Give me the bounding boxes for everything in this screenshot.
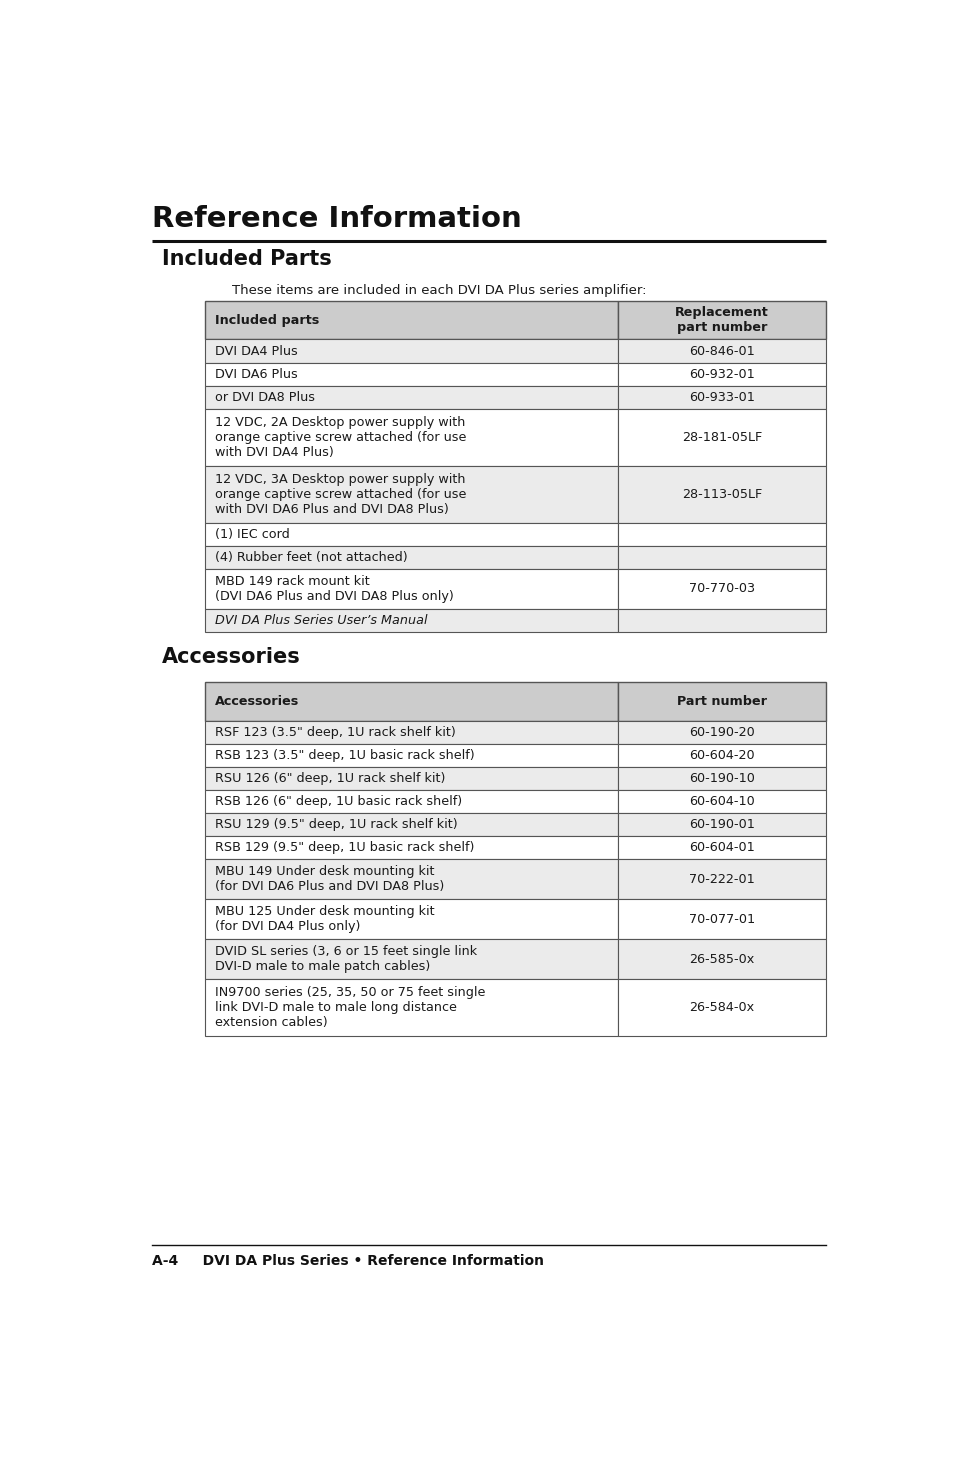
Bar bbox=[618, 301, 825, 339]
Text: 70-077-01: 70-077-01 bbox=[688, 913, 754, 926]
Bar bbox=[618, 466, 825, 522]
Bar bbox=[618, 339, 825, 363]
Text: 60-846-01: 60-846-01 bbox=[688, 345, 754, 357]
Text: 60-933-01: 60-933-01 bbox=[688, 391, 754, 404]
Text: These items are included in each DVI DA Plus series amplifier:: These items are included in each DVI DA … bbox=[232, 285, 645, 296]
Text: or DVI DA8 Plus: or DVI DA8 Plus bbox=[214, 391, 314, 404]
Text: MBU 125 Under desk mounting kit
(for DVI DA4 Plus only): MBU 125 Under desk mounting kit (for DVI… bbox=[214, 906, 434, 934]
Text: Accessories: Accessories bbox=[162, 648, 300, 668]
Bar bbox=[204, 339, 618, 363]
Text: Accessories: Accessories bbox=[214, 695, 298, 708]
Text: Included Parts: Included Parts bbox=[162, 249, 332, 268]
Bar bbox=[204, 609, 618, 633]
Text: Reference Information: Reference Information bbox=[152, 205, 521, 233]
Bar bbox=[618, 363, 825, 385]
Text: 60-604-20: 60-604-20 bbox=[688, 749, 754, 761]
Bar bbox=[618, 979, 825, 1037]
Bar bbox=[618, 409, 825, 466]
Bar bbox=[204, 466, 618, 522]
Bar bbox=[204, 385, 618, 409]
Bar bbox=[204, 743, 618, 767]
Text: 26-585-0x: 26-585-0x bbox=[689, 953, 754, 966]
Bar bbox=[204, 767, 618, 791]
Text: DVI DA4 Plus: DVI DA4 Plus bbox=[214, 345, 297, 357]
Text: 60-190-01: 60-190-01 bbox=[688, 819, 754, 830]
Bar bbox=[204, 940, 618, 979]
Bar bbox=[204, 836, 618, 860]
Bar bbox=[204, 721, 618, 743]
Bar bbox=[204, 301, 618, 339]
Text: 60-190-20: 60-190-20 bbox=[688, 726, 754, 739]
Bar bbox=[204, 546, 618, 569]
Bar bbox=[204, 522, 618, 546]
Text: (1) IEC cord: (1) IEC cord bbox=[214, 528, 289, 541]
Bar bbox=[618, 860, 825, 900]
Text: 28-113-05LF: 28-113-05LF bbox=[681, 488, 761, 500]
Text: 28-181-05LF: 28-181-05LF bbox=[681, 431, 761, 444]
Bar bbox=[204, 900, 618, 940]
Text: A-4     DVI DA Plus Series • Reference Information: A-4 DVI DA Plus Series • Reference Infor… bbox=[152, 1254, 543, 1268]
Text: (4) Rubber feet (not attached): (4) Rubber feet (not attached) bbox=[214, 550, 407, 563]
Text: Replacement
part number: Replacement part number bbox=[675, 307, 768, 335]
Bar bbox=[204, 409, 618, 466]
Bar bbox=[618, 609, 825, 633]
Bar bbox=[618, 385, 825, 409]
Text: IN9700 series (25, 35, 50 or 75 feet single
link DVI-D male to male long distanc: IN9700 series (25, 35, 50 or 75 feet sin… bbox=[214, 987, 484, 1030]
Text: RSB 129 (9.5" deep, 1U basic rack shelf): RSB 129 (9.5" deep, 1U basic rack shelf) bbox=[214, 841, 474, 854]
Bar bbox=[618, 721, 825, 743]
Text: DVI DA6 Plus: DVI DA6 Plus bbox=[214, 367, 297, 381]
Text: 70-222-01: 70-222-01 bbox=[688, 873, 754, 886]
Bar bbox=[618, 836, 825, 860]
Bar bbox=[204, 860, 618, 900]
Bar bbox=[204, 681, 618, 721]
Bar bbox=[618, 791, 825, 813]
Text: MBU 149 Under desk mounting kit
(for DVI DA6 Plus and DVI DA8 Plus): MBU 149 Under desk mounting kit (for DVI… bbox=[214, 866, 443, 894]
Bar bbox=[204, 569, 618, 609]
Text: 60-604-10: 60-604-10 bbox=[688, 795, 754, 808]
Text: Part number: Part number bbox=[677, 695, 766, 708]
Text: MBD 149 rack mount kit
(DVI DA6 Plus and DVI DA8 Plus only): MBD 149 rack mount kit (DVI DA6 Plus and… bbox=[214, 575, 453, 603]
Bar bbox=[204, 813, 618, 836]
Bar bbox=[618, 522, 825, 546]
Bar bbox=[618, 900, 825, 940]
Text: 60-932-01: 60-932-01 bbox=[688, 367, 754, 381]
Text: RSB 123 (3.5" deep, 1U basic rack shelf): RSB 123 (3.5" deep, 1U basic rack shelf) bbox=[214, 749, 474, 761]
Text: 12 VDC, 3A Desktop power supply with
orange captive screw attached (for use
with: 12 VDC, 3A Desktop power supply with ora… bbox=[214, 473, 465, 516]
Bar bbox=[204, 979, 618, 1037]
Bar bbox=[618, 767, 825, 791]
Text: RSU 129 (9.5" deep, 1U rack shelf kit): RSU 129 (9.5" deep, 1U rack shelf kit) bbox=[214, 819, 456, 830]
Text: RSB 126 (6" deep, 1U basic rack shelf): RSB 126 (6" deep, 1U basic rack shelf) bbox=[214, 795, 461, 808]
Bar bbox=[618, 569, 825, 609]
Text: 12 VDC, 2A Desktop power supply with
orange captive screw attached (for use
with: 12 VDC, 2A Desktop power supply with ora… bbox=[214, 416, 465, 459]
Bar bbox=[618, 681, 825, 721]
Bar bbox=[204, 791, 618, 813]
Bar bbox=[618, 813, 825, 836]
Text: RSU 126 (6" deep, 1U rack shelf kit): RSU 126 (6" deep, 1U rack shelf kit) bbox=[214, 771, 444, 785]
Text: 60-604-01: 60-604-01 bbox=[688, 841, 754, 854]
Text: RSF 123 (3.5" deep, 1U rack shelf kit): RSF 123 (3.5" deep, 1U rack shelf kit) bbox=[214, 726, 455, 739]
Text: DVI DA Plus Series User’s Manual: DVI DA Plus Series User’s Manual bbox=[214, 614, 427, 627]
Bar bbox=[618, 546, 825, 569]
Text: 26-584-0x: 26-584-0x bbox=[689, 1002, 754, 1015]
Text: 60-190-10: 60-190-10 bbox=[688, 771, 754, 785]
Bar bbox=[618, 940, 825, 979]
Bar bbox=[204, 363, 618, 385]
Text: DVID SL series (3, 6 or 15 feet single link
DVI-D male to male patch cables): DVID SL series (3, 6 or 15 feet single l… bbox=[214, 945, 477, 974]
Bar bbox=[618, 743, 825, 767]
Text: 70-770-03: 70-770-03 bbox=[688, 583, 754, 596]
Text: Included parts: Included parts bbox=[214, 314, 318, 327]
